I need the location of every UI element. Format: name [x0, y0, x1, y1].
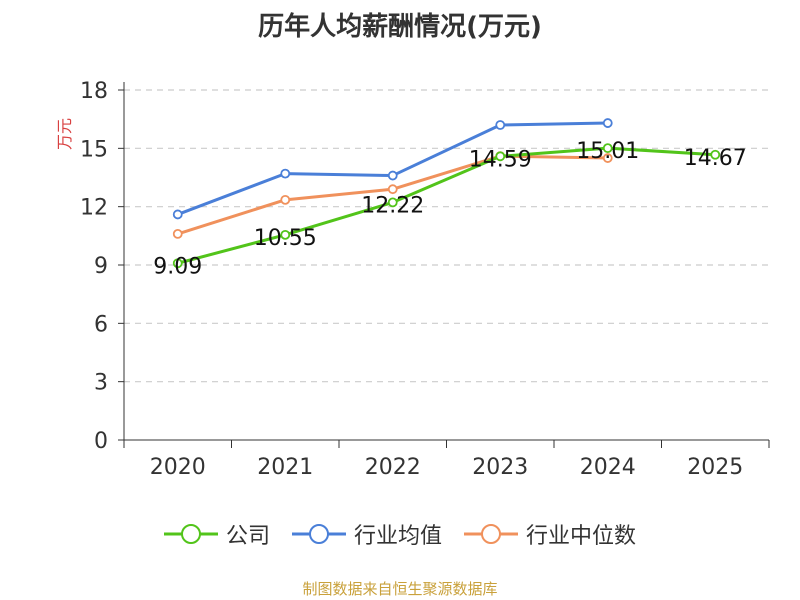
x-tick-label: 2022	[365, 455, 421, 480]
y-axis-label: 万元	[55, 118, 74, 150]
legend-label-industry-median: 行业中位数	[526, 524, 637, 549]
y-tick-label: 18	[80, 79, 108, 104]
data-point	[387, 197, 398, 208]
y-tick-label: 9	[94, 254, 108, 279]
legend-item-industry-average[interactable]: 行业均值	[291, 518, 442, 550]
data-point	[280, 194, 291, 205]
data-label: 12.22	[361, 193, 424, 218]
data-label: 10.55	[254, 226, 317, 251]
data-point	[602, 153, 613, 163]
legend-label-industry-average: 行业均值	[353, 524, 442, 549]
data-point	[710, 149, 721, 160]
x-tick-label: 2020	[150, 455, 206, 480]
source-note: 制图数据来自恒生聚源数据库	[302, 580, 498, 598]
data-point	[280, 168, 291, 179]
data-point	[172, 209, 183, 220]
y-tick-label: 12	[80, 196, 108, 221]
data-point	[495, 151, 506, 162]
data-point	[387, 170, 398, 181]
data-point	[495, 120, 506, 130]
data-point	[602, 118, 613, 128]
data-point	[280, 229, 291, 240]
data-label: 14.59	[469, 147, 532, 172]
x-tick-label: 2025	[687, 455, 743, 480]
x-tick-label: 2024	[580, 455, 636, 480]
y-tick-label: 15	[80, 137, 108, 162]
x-tick-label: 2023	[472, 455, 528, 480]
data-label: 9.09	[153, 254, 202, 279]
data-point	[602, 143, 613, 154]
legend: 公司 行业均值 行业中位数	[0, 518, 800, 550]
legend-label-company: 公司	[225, 524, 270, 549]
legend-marker-industry-average	[291, 524, 346, 544]
legend-item-company[interactable]: 公司	[163, 518, 270, 550]
y-tick-label: 3	[94, 371, 108, 396]
legend-item-industry-median[interactable]: 行业中位数	[464, 518, 636, 550]
chart-title: 历年人均薪酬情况(万元)	[258, 12, 542, 42]
data-point	[172, 228, 183, 239]
data-label: 14.67	[684, 146, 747, 171]
y-tick-label: 0	[94, 429, 108, 454]
data-point	[387, 184, 398, 195]
x-tick-label: 2021	[257, 455, 313, 480]
y-tick-label: 6	[94, 312, 108, 337]
legend-marker-company	[163, 524, 218, 544]
data-label: 15.01	[576, 139, 639, 164]
data-point	[172, 258, 183, 269]
legend-marker-industry-median	[464, 524, 518, 544]
series-line-0	[177, 146, 716, 265]
